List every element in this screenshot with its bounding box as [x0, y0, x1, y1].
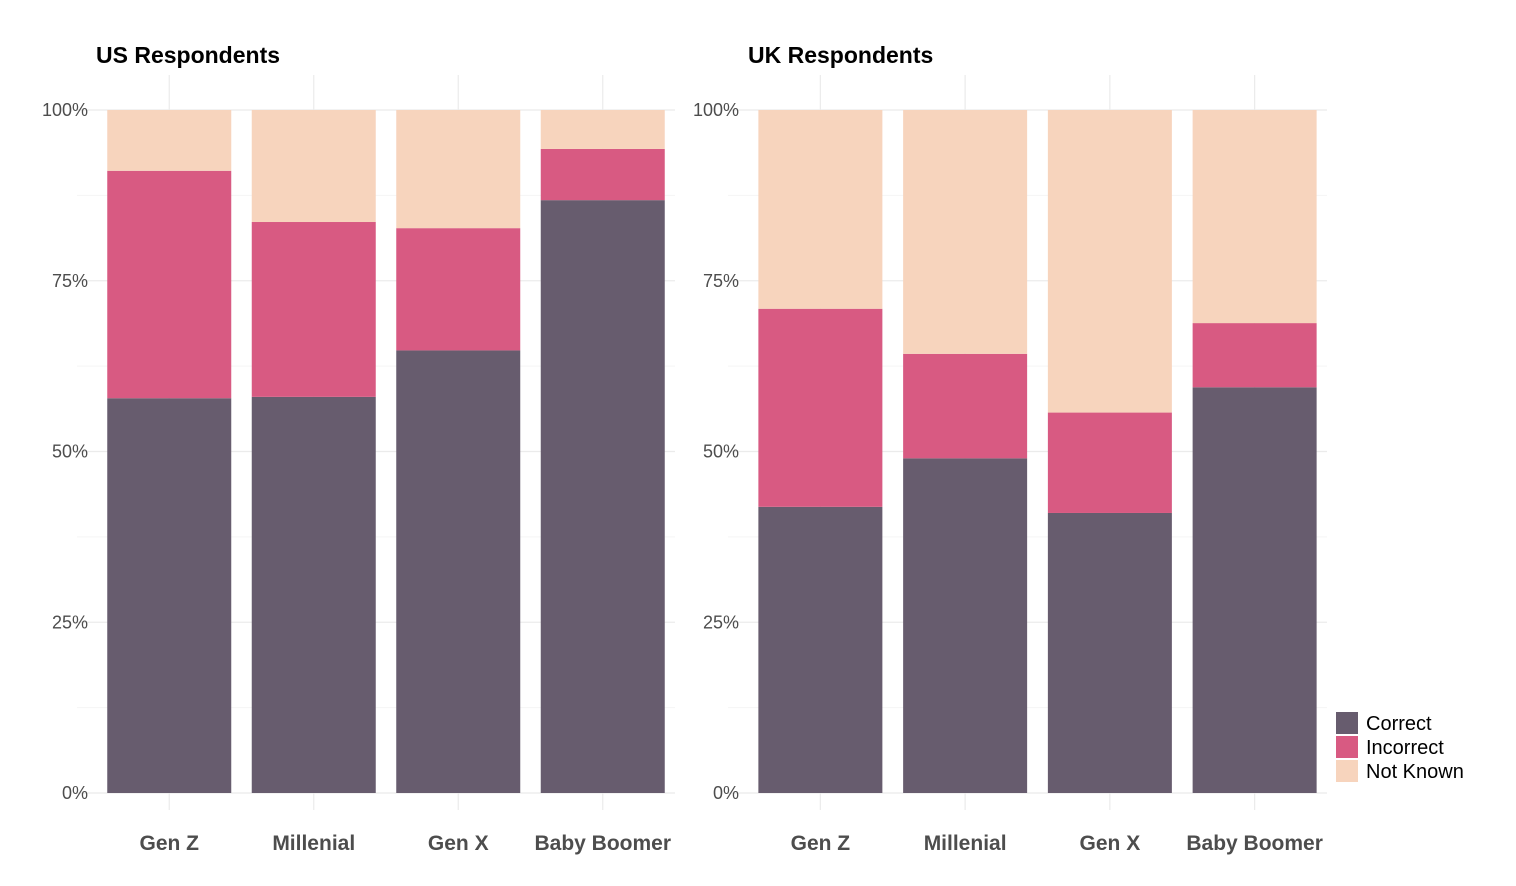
uk-respondents-panel: UK Respondents 0% 25% 50% 75% 100% Gen Z Mille…: [693, 42, 1327, 855]
panel-title-uk: UK Respondents: [748, 42, 933, 68]
bar-us-baby-boomer-not-known: [540, 110, 665, 149]
x-tick-label: Millenial: [272, 832, 355, 855]
bars-us: [107, 110, 665, 793]
y-tick-label: 50%: [703, 442, 739, 462]
x-tick-label: Baby Boomer: [1186, 832, 1323, 855]
y-tick-label: 0%: [62, 783, 88, 803]
bar-uk-baby-boomer-not-known: [1192, 110, 1317, 324]
bar-us-baby-boomer-correct: [540, 200, 665, 793]
x-tick-label: Gen Z: [791, 832, 851, 855]
bar-us-gen-x-not-known: [396, 110, 521, 229]
bar-uk-gen-z-incorrect: [758, 308, 883, 507]
legend-key-incorrect: [1336, 736, 1358, 758]
us-respondents-panel: US Respondents 0% 25% 50% 75% 100% Gen Z Mille…: [42, 42, 675, 855]
x-tick-label: Gen X: [428, 832, 489, 855]
bar-us-gen-z-correct: [107, 398, 232, 793]
bar-us-gen-z-not-known: [107, 110, 232, 171]
bar-uk-gen-x-correct: [1047, 512, 1172, 793]
y-axis-us: 0% 25% 50% 75% 100%: [42, 100, 88, 803]
x-tick-label: Millenial: [924, 832, 1007, 855]
bar-uk-baby-boomer-incorrect: [1192, 323, 1317, 388]
bar-uk-gen-x-not-known: [1047, 110, 1172, 413]
bar-us-gen-z-incorrect: [107, 170, 232, 399]
bar-us-millenial-incorrect: [251, 222, 376, 397]
y-tick-label: 100%: [693, 100, 739, 120]
bar-uk-baby-boomer-correct: [1192, 387, 1317, 793]
bar-us-gen-x-correct: [396, 350, 521, 793]
panel-title-us: US Respondents: [96, 42, 280, 68]
legend-key-not-known: [1336, 760, 1358, 782]
y-tick-label: 0%: [713, 783, 739, 803]
bar-uk-millenial-correct: [903, 458, 1028, 793]
bar-uk-gen-x-incorrect: [1047, 412, 1172, 513]
y-tick-label: 75%: [703, 271, 739, 291]
bar-uk-gen-z-correct: [758, 506, 883, 793]
y-tick-label: 25%: [703, 612, 739, 632]
bar-uk-millenial-incorrect: [903, 353, 1028, 459]
x-tick-label: Gen Z: [139, 832, 199, 855]
bar-uk-millenial-not-known: [903, 110, 1028, 354]
y-tick-label: 75%: [52, 271, 88, 291]
legend-key-correct: [1336, 712, 1358, 734]
legend-label-not-known: Not Known: [1366, 761, 1464, 783]
x-tick-label: Gen X: [1080, 832, 1141, 855]
legend-label-incorrect: Incorrect: [1366, 737, 1444, 759]
bar-us-baby-boomer-incorrect: [540, 148, 665, 201]
x-axis-us: Gen Z Millenial Gen X Baby Boomer: [139, 832, 671, 855]
x-tick-label: Baby Boomer: [534, 832, 671, 855]
y-tick-label: 100%: [42, 100, 88, 120]
bars-uk: [758, 110, 1317, 793]
y-tick-label: 50%: [52, 442, 88, 462]
y-axis-uk: 0% 25% 50% 75% 100%: [693, 100, 739, 803]
bar-us-millenial-not-known: [251, 110, 376, 223]
bar-uk-gen-z-not-known: [758, 110, 883, 309]
bar-us-millenial-correct: [251, 396, 376, 793]
legend-label-correct: Correct: [1366, 713, 1432, 735]
x-axis-uk: Gen Z Millenial Gen X Baby Boomer: [791, 832, 1323, 855]
y-tick-label: 25%: [52, 612, 88, 632]
bar-us-gen-x-incorrect: [396, 228, 521, 351]
